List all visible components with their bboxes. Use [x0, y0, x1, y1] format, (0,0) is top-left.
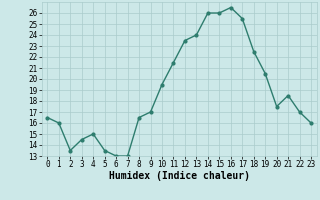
- X-axis label: Humidex (Indice chaleur): Humidex (Indice chaleur): [109, 171, 250, 181]
